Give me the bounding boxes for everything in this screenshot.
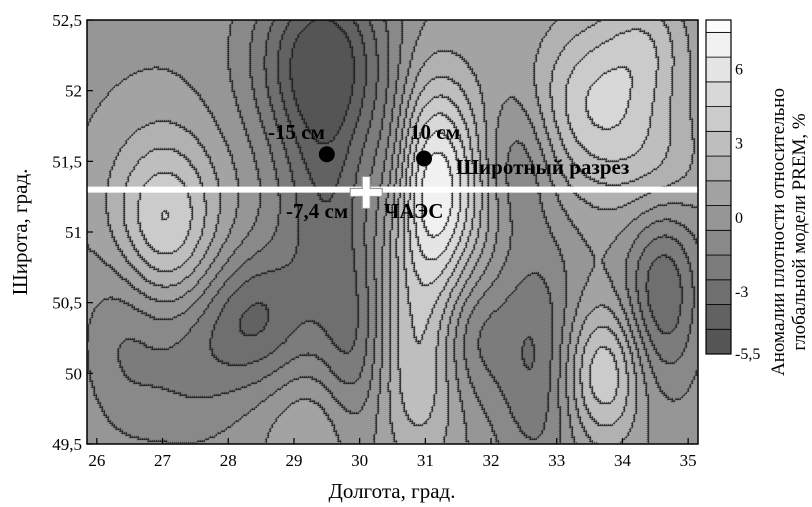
- x-tick-label: 26: [88, 451, 105, 470]
- colorbar-tick-label: -3: [735, 284, 748, 301]
- npp-cross-icon: [349, 175, 383, 210]
- colorbar-title-line2: глобальной модели PREM, %: [789, 113, 810, 351]
- x-axis-title: Долгота, град.: [329, 479, 456, 503]
- contour-field: [87, 20, 698, 444]
- x-tick-label: 31: [417, 451, 434, 470]
- colorbar-title-line1: Аномалии плотности относительно: [768, 88, 789, 376]
- colorbar-band: [705, 106, 732, 132]
- x-axis: 26 27 28 29 30 31 32 33 34 35: [88, 438, 697, 470]
- y-tick-label: 52,5: [52, 11, 82, 30]
- npp-depth-label: -7,4 см: [286, 199, 348, 223]
- colorbar-band: [705, 31, 732, 58]
- colorbar-tick-label: 0: [735, 210, 743, 227]
- colorbar-ticks: 6 3 0 -3 -5,5: [735, 61, 760, 363]
- y-tick-label: 51,5: [52, 152, 82, 171]
- colorbar-band: [705, 180, 732, 206]
- y-axis-title: Широта, град.: [8, 169, 32, 296]
- x-tick-label: 30: [351, 451, 368, 470]
- x-tick-label: 27: [154, 451, 172, 470]
- x-tick-label: 34: [614, 451, 632, 470]
- y-axis: 49,5 50 50,5 51 51,5 52 52,5: [52, 11, 93, 454]
- colorbar-band: [705, 279, 732, 305]
- y-tick-label: 50: [65, 364, 82, 383]
- measurement-points: [318, 146, 433, 167]
- x-tick-label: 29: [285, 451, 302, 470]
- colorbar-tick-label: 6: [735, 61, 743, 78]
- colorbar: [705, 19, 732, 355]
- colorbar-tick-label: -5,5: [735, 346, 760, 363]
- colorbar-band: [705, 56, 732, 83]
- x-tick-label: 28: [220, 451, 237, 470]
- colorbar-band: [705, 304, 732, 330]
- colorbar-band: [705, 19, 732, 33]
- colorbar-band: [705, 229, 732, 256]
- colorbar-band: [705, 81, 732, 107]
- point-label-right: 10 см: [410, 120, 460, 144]
- x-tick-label: 32: [483, 451, 500, 470]
- colorbar-frame: [705, 19, 732, 355]
- colorbar-band: [705, 254, 732, 281]
- profile-line-label: Широтный разрез: [456, 155, 629, 179]
- y-tick-label: 49,5: [52, 435, 82, 454]
- point-label-left: -15 см: [268, 120, 325, 144]
- measurement-point-2: [416, 150, 433, 167]
- x-tick-label: 33: [548, 451, 565, 470]
- npp-marker: [349, 175, 383, 210]
- colorbar-tick-label: 3: [735, 136, 743, 153]
- x-tick-label: 35: [680, 451, 697, 470]
- colorbar-band: [705, 328, 732, 355]
- y-tick-label: 52: [65, 82, 82, 101]
- colorbar-band: [705, 130, 732, 157]
- y-tick-label: 50,5: [52, 294, 82, 313]
- y-tick-label: 51: [65, 223, 82, 242]
- colorbar-band: [705, 155, 732, 182]
- npp-name-label: ЧАЭС: [384, 199, 443, 223]
- measurement-point-1: [318, 146, 335, 163]
- colorbar-band: [705, 205, 732, 231]
